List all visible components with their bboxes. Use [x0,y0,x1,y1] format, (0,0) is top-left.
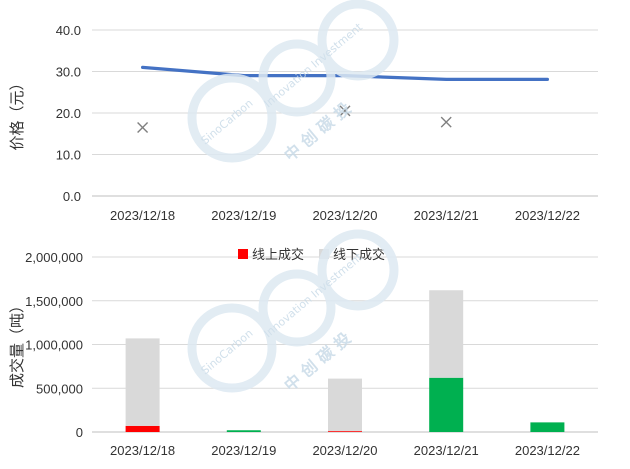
volume-x-tick-labels: 2023/12/18 2023/12/19 2023/12/20 2023/12/21… [110,443,580,458]
legend-label-online: 线上成交 [252,247,304,263]
price-y-tick-label: 20.0 [56,106,81,121]
volume-y-axis-label: 成交量（吨） [8,298,26,388]
volume-chart: 0 500,000 1,000,000 1,500,000 2,000,000 2023… [8,247,598,458]
volume-x-tick-label: 2023/12/20 [312,443,377,458]
price-x-tick-label: 2023/12/20 [312,208,377,223]
price-y-tick-label: 40.0 [56,23,81,38]
volume-bar-offline [328,378,362,432]
volume-y-tick-label: 1,500,000 [25,294,83,309]
volume-x-tick-label: 2023/12/19 [211,443,276,458]
price-scatter-stroke [440,116,452,128]
legend-label-offline: 线下成交 [333,247,385,263]
volume-y-tick-label: 1,000,000 [25,338,83,353]
price-scatter-point [339,105,351,117]
price-x-tick-labels: 2023/12/18 2023/12/19 2023/12/20 2023/12/21… [110,208,580,223]
watermark-tagline-bottom: Innovation Investment [262,250,366,340]
volume-y-tick-labels: 0 500,000 1,000,000 1,500,000 2,000,000 [25,250,83,440]
volume-bar-online [125,425,160,432]
volume-y-tick-label: 0 [76,425,83,440]
volume-bar-online [530,422,565,432]
volume-y-tick-label: 2,000,000 [25,250,83,265]
price-y-axis-label: 价格（元） [8,75,26,150]
price-y-tick-label: 10.0 [56,148,81,163]
legend-swatch-online [238,249,248,259]
price-scatter-point [137,122,149,134]
volume-x-tick-label: 2023/12/18 [110,443,175,458]
volume-bar-offline [429,290,464,378]
price-x-tick-label: 2023/12/22 [515,208,580,223]
watermark-tagline-top: Innovation Investment [262,20,366,110]
price-scatter-stroke [137,122,149,134]
price-scatter-point [440,116,452,128]
watermark-logo-top: SinoCarbon Innovation Investment 中 创 碳 投 [187,0,399,165]
volume-bar-online [226,430,261,432]
price-y-tick-label: 0.0 [63,189,81,204]
volume-bars [125,290,565,432]
price-y-tick-label: 30.0 [56,65,81,80]
volume-x-tick-label: 2023/12/22 [515,443,580,458]
watermark-name-en-bottom: SinoCarbon [199,327,256,378]
volume-bar-online [429,377,464,432]
price-x-tick-label: 2023/12/21 [414,208,479,223]
volume-bar-online [328,431,362,432]
price-scatter-stroke [339,105,351,117]
volume-bar-offline [125,338,160,426]
watermark-name-en-top: SinoCarbon [199,97,256,148]
volume-x-tick-label: 2023/12/21 [414,443,479,458]
volume-y-tick-label: 500,000 [36,381,83,396]
price-y-tick-labels: 0.0 10.0 20.0 30.0 40.0 [56,23,81,204]
price-chart: 0.0 10.0 20.0 30.0 40.0 2023/12/18 2023/12/19… [8,23,598,223]
price-x-tick-label: 2023/12/19 [211,208,276,223]
price-x-tick-label: 2023/12/18 [110,208,175,223]
